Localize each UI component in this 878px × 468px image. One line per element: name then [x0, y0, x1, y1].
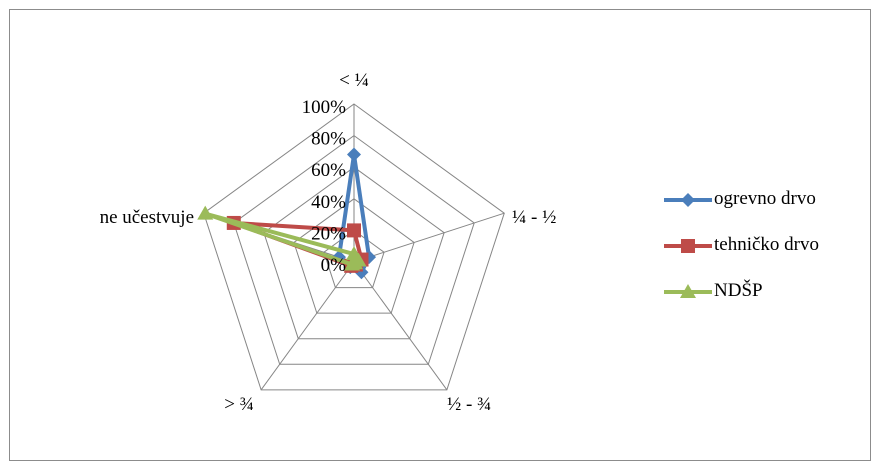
grid-ring [203, 103, 505, 391]
data-point [197, 205, 214, 220]
data-point [347, 147, 361, 162]
radial-tick-label: 80% [311, 129, 346, 150]
category-label: ½ - ¾ [447, 394, 491, 415]
radial-tick-label: 40% [311, 192, 346, 213]
grid-ring [263, 166, 445, 340]
grid-ring [233, 134, 475, 365]
chart-legend: ogrevno drvo tehničko drvo NDŠP [662, 185, 872, 323]
legend-label: NDŠP [714, 280, 763, 301]
legend-swatch [664, 239, 712, 253]
grid-ring [293, 198, 415, 314]
grid-spoke [353, 261, 448, 391]
legend-swatch [664, 284, 712, 298]
category-label: ¼ - ½ [512, 207, 556, 228]
legend-item: ogrevno drvo [662, 185, 872, 231]
radar-series [197, 147, 377, 280]
grid-spoke [260, 261, 355, 391]
series-2 [197, 205, 367, 271]
radial-tick-label: 60% [311, 160, 346, 181]
category-label: < ¼ [339, 70, 369, 91]
grid-spoke [353, 212, 505, 263]
data-point [347, 223, 361, 238]
legend-label: ogrevno drvo [714, 188, 816, 209]
radial-tick-label: 20% [311, 223, 346, 244]
legend-label: tehničko drvo [714, 234, 820, 255]
category-label: ne učestvuje [100, 207, 194, 228]
legend-item: tehničko drvo [662, 231, 872, 277]
radial-tick-label: 0% [321, 255, 347, 276]
data-point [344, 256, 361, 271]
legend-item: NDŠP [662, 277, 872, 323]
legend-swatch [664, 193, 712, 207]
chart-area [9, 9, 871, 461]
radar-labels: 0% 20% 40% 60% 80% 100% < ¼ ¼ - ½ ½ - ¾ > ¾ ne uče… [100, 70, 557, 415]
category-label: > ¾ [224, 394, 254, 415]
radial-tick-label: 100% [302, 97, 347, 118]
